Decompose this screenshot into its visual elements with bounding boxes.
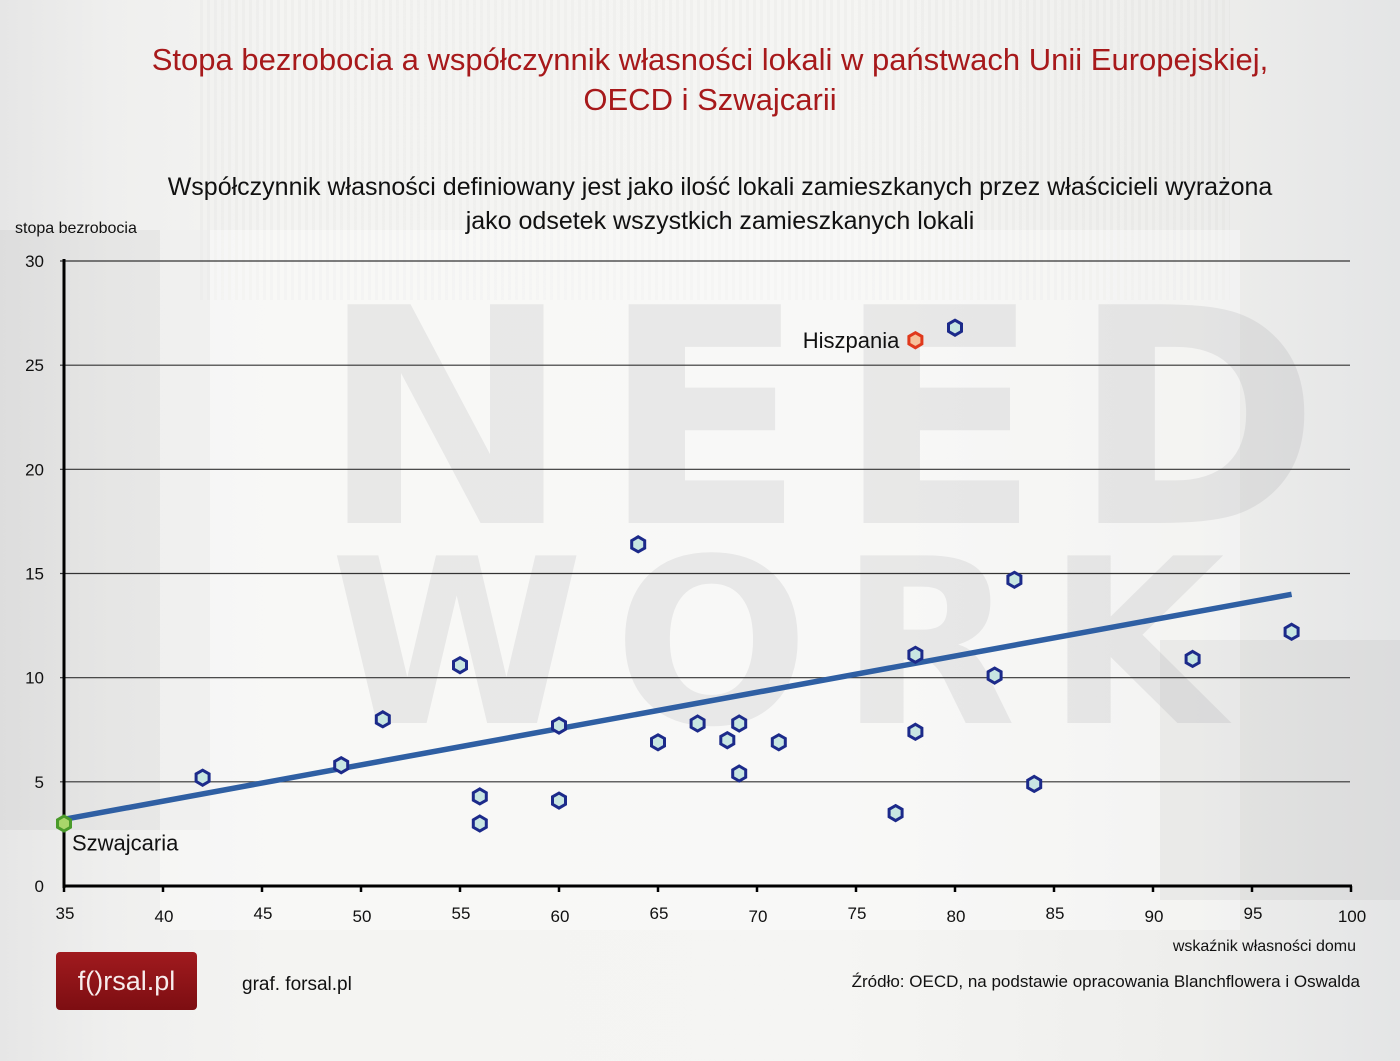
chart-subtitle-line-1: Współczynnik własności definiowany jest … — [167, 173, 1273, 201]
source-note: Źródło: OECD, na podstawie opracowania B… — [851, 972, 1360, 991]
data-point — [1026, 774, 1043, 794]
x-axis-label: wskaźnik własności domu — [1172, 938, 1356, 955]
label-hiszpania: Hiszpania — [803, 328, 900, 353]
x-tick-label: 65 — [650, 904, 669, 923]
chart-title: Stopa bezrobocia a współczynnik własnośc… — [0, 40, 1400, 120]
forsal-logo-text: f()rsal.pl — [77, 965, 176, 996]
data-point — [452, 655, 468, 675]
data-point — [551, 716, 567, 735]
y-tick-label: 30 — [25, 252, 44, 271]
data-point — [719, 730, 736, 750]
data-point-hiszpania — [907, 330, 924, 350]
chart-title-line-1: Stopa bezrobocia a współczynnik własnośc… — [151, 42, 1269, 77]
data-point — [731, 764, 748, 783]
y-tick-label: 0 — [35, 877, 44, 896]
chart-subtitle: Współczynnik własności definiowany jest … — [20, 170, 1400, 238]
data-point — [770, 733, 787, 752]
forsal-logo[interactable]: f()rsal.pl — [56, 952, 197, 1010]
x-tick-label: 35 — [56, 904, 75, 923]
label-szwajcaria: Szwajcaria — [72, 831, 179, 856]
data-point — [630, 535, 647, 554]
data-point — [907, 645, 924, 665]
y-tick-label: 10 — [25, 669, 44, 688]
y-tick-label: 5 — [35, 773, 44, 792]
x-tick-label: 50 — [353, 907, 372, 926]
x-tick-label: 80 — [947, 907, 966, 926]
data-point — [1283, 622, 1300, 642]
axes — [62, 259, 1353, 892]
data-point-szwajcaria — [56, 814, 72, 833]
data-point — [374, 710, 391, 729]
y-axis-label: stopa bezrobocia — [15, 220, 137, 237]
data-point — [194, 768, 211, 787]
tick-labels: 0 5 10 15 20 25 30 35 40 45 50 55 60 65 70 75 80 85 90 95 10… — [25, 252, 1366, 926]
data-points — [56, 318, 1300, 833]
x-tick-label: 75 — [848, 904, 867, 923]
data-point — [1006, 570, 1023, 590]
data-point — [947, 318, 963, 337]
x-tick-label: 60 — [551, 907, 570, 926]
data-point — [887, 803, 904, 823]
chart-subtitle-line-2: jako odsetek wszystkich zamieszkanych lo… — [465, 207, 975, 235]
data-point — [471, 787, 488, 806]
data-point — [551, 791, 567, 810]
y-tick-label: 25 — [25, 356, 44, 375]
data-point — [689, 714, 706, 733]
point-labels: Hiszpania Szwajcaria — [72, 328, 900, 855]
x-tick-label: 45 — [254, 904, 273, 923]
data-point — [650, 733, 666, 752]
data-point — [731, 714, 748, 733]
trend-line — [63, 591, 1293, 823]
x-tick-label: 95 — [1244, 904, 1263, 923]
x-tick-label: 90 — [1145, 907, 1164, 926]
x-tick-label: 100 — [1338, 907, 1366, 926]
data-point — [1184, 649, 1201, 669]
chart-title-line-2: OECD i Szwajcarii — [583, 82, 837, 117]
credit-note: graf. forsal.pl — [242, 974, 352, 995]
x-tick-label: 85 — [1046, 904, 1065, 923]
y-tick-label: 20 — [25, 460, 44, 479]
regression-line — [63, 591, 1293, 823]
x-tick-label: 70 — [749, 907, 768, 926]
x-tick-label: 40 — [155, 907, 174, 926]
data-point — [907, 722, 924, 742]
x-tick-label: 55 — [452, 904, 471, 923]
y-tick-label: 15 — [25, 565, 44, 584]
data-point — [471, 814, 488, 833]
data-point — [333, 755, 350, 775]
data-point — [986, 666, 1003, 685]
